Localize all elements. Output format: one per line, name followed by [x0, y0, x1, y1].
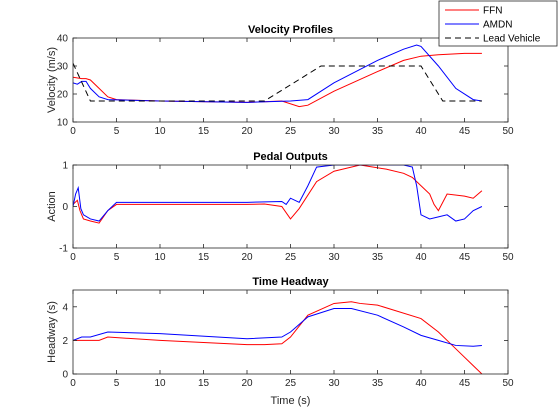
- x-tick-label: 35: [372, 252, 384, 263]
- x-tick-label: 50: [502, 378, 514, 389]
- y-axis-label: Headway (s): [46, 301, 58, 363]
- x-tick-label: 15: [198, 378, 210, 389]
- y-tick-label: -1: [59, 244, 68, 255]
- legend-entry: FFN: [483, 6, 502, 17]
- subplot-3: 0 5 10 15 20 25 30 35 40 45 50 0 2 4 Time Headway Headw…: [46, 276, 514, 407]
- x-tick-label: 5: [114, 378, 120, 389]
- x-tick-label: 35: [372, 126, 384, 137]
- x-tick-label: 40: [415, 126, 427, 137]
- x-tick-label: 50: [502, 126, 514, 137]
- y-axis-label: Velocity (m/s): [46, 47, 58, 113]
- x-tick-label: 45: [459, 252, 471, 263]
- legend-entry: AMDN: [483, 20, 512, 31]
- y-tick-label: 0: [62, 202, 68, 213]
- y-tick-label: 2: [62, 336, 68, 347]
- x-tick-label: 40: [415, 378, 427, 389]
- y-tick-label: 40: [57, 34, 69, 45]
- x-tick-label: 30: [328, 252, 340, 263]
- series-line-amdn: [73, 307, 482, 347]
- x-tick-label: 25: [285, 378, 297, 389]
- plot-area: [73, 165, 508, 248]
- plot-area: [73, 38, 508, 122]
- x-tick-label: 35: [372, 378, 384, 389]
- subplot-title: Time Headway: [252, 276, 329, 288]
- legend-entry: Lead Vehicle: [483, 34, 541, 45]
- series-line-ffn: [73, 301, 483, 374]
- x-tick-label: 30: [328, 378, 340, 389]
- x-tick-label: 40: [415, 252, 427, 263]
- x-tick-label: 30: [328, 126, 340, 137]
- x-tick-label: 5: [114, 126, 120, 137]
- x-tick-label: 25: [285, 126, 297, 137]
- x-tick-label: 10: [154, 126, 166, 137]
- x-tick-label: 20: [241, 126, 253, 137]
- x-tick-label: 20: [241, 378, 253, 389]
- x-tick-label: 15: [198, 126, 210, 137]
- y-tick-label: 4: [62, 302, 68, 313]
- x-tick-label: 0: [70, 252, 76, 263]
- x-tick-label: 0: [70, 378, 76, 389]
- x-tick-label: 50: [502, 252, 514, 263]
- x-tick-label: 45: [459, 378, 471, 389]
- y-tick-label: 20: [57, 90, 69, 101]
- x-tick-label: 5: [114, 252, 120, 263]
- x-tick-label: 10: [154, 378, 166, 389]
- x-tick-label: 0: [70, 126, 76, 137]
- series-line-amdn: [73, 44, 482, 103]
- y-tick-label: 1: [62, 161, 68, 172]
- x-tick-label: 45: [459, 126, 471, 137]
- x-tick-label: 20: [241, 252, 253, 263]
- series-line-amdn: [73, 165, 483, 222]
- y-axis-label: Action: [46, 191, 58, 222]
- series-line-lead-vehicle: [73, 62, 482, 102]
- subplot-1: 0 5 10 15 20 25 30 35 40 45 50 10 20 30 40 Velocity Pro…: [46, 24, 514, 137]
- x-tick-label: 15: [198, 252, 210, 263]
- subplot-title: Pedal Outputs: [253, 151, 328, 163]
- subplot-title: Velocity Profiles: [248, 24, 333, 36]
- legend: FFN AMDN Lead Vehicle: [438, 0, 558, 47]
- y-tick-label: 30: [57, 62, 69, 73]
- series-line-ffn: [73, 165, 483, 224]
- y-tick-label: 0: [62, 370, 68, 381]
- y-tick-label: 10: [57, 118, 69, 129]
- x-tick-label: 25: [285, 252, 297, 263]
- x-tick-label: 10: [154, 252, 166, 263]
- x-axis-label: Time (s): [271, 395, 311, 407]
